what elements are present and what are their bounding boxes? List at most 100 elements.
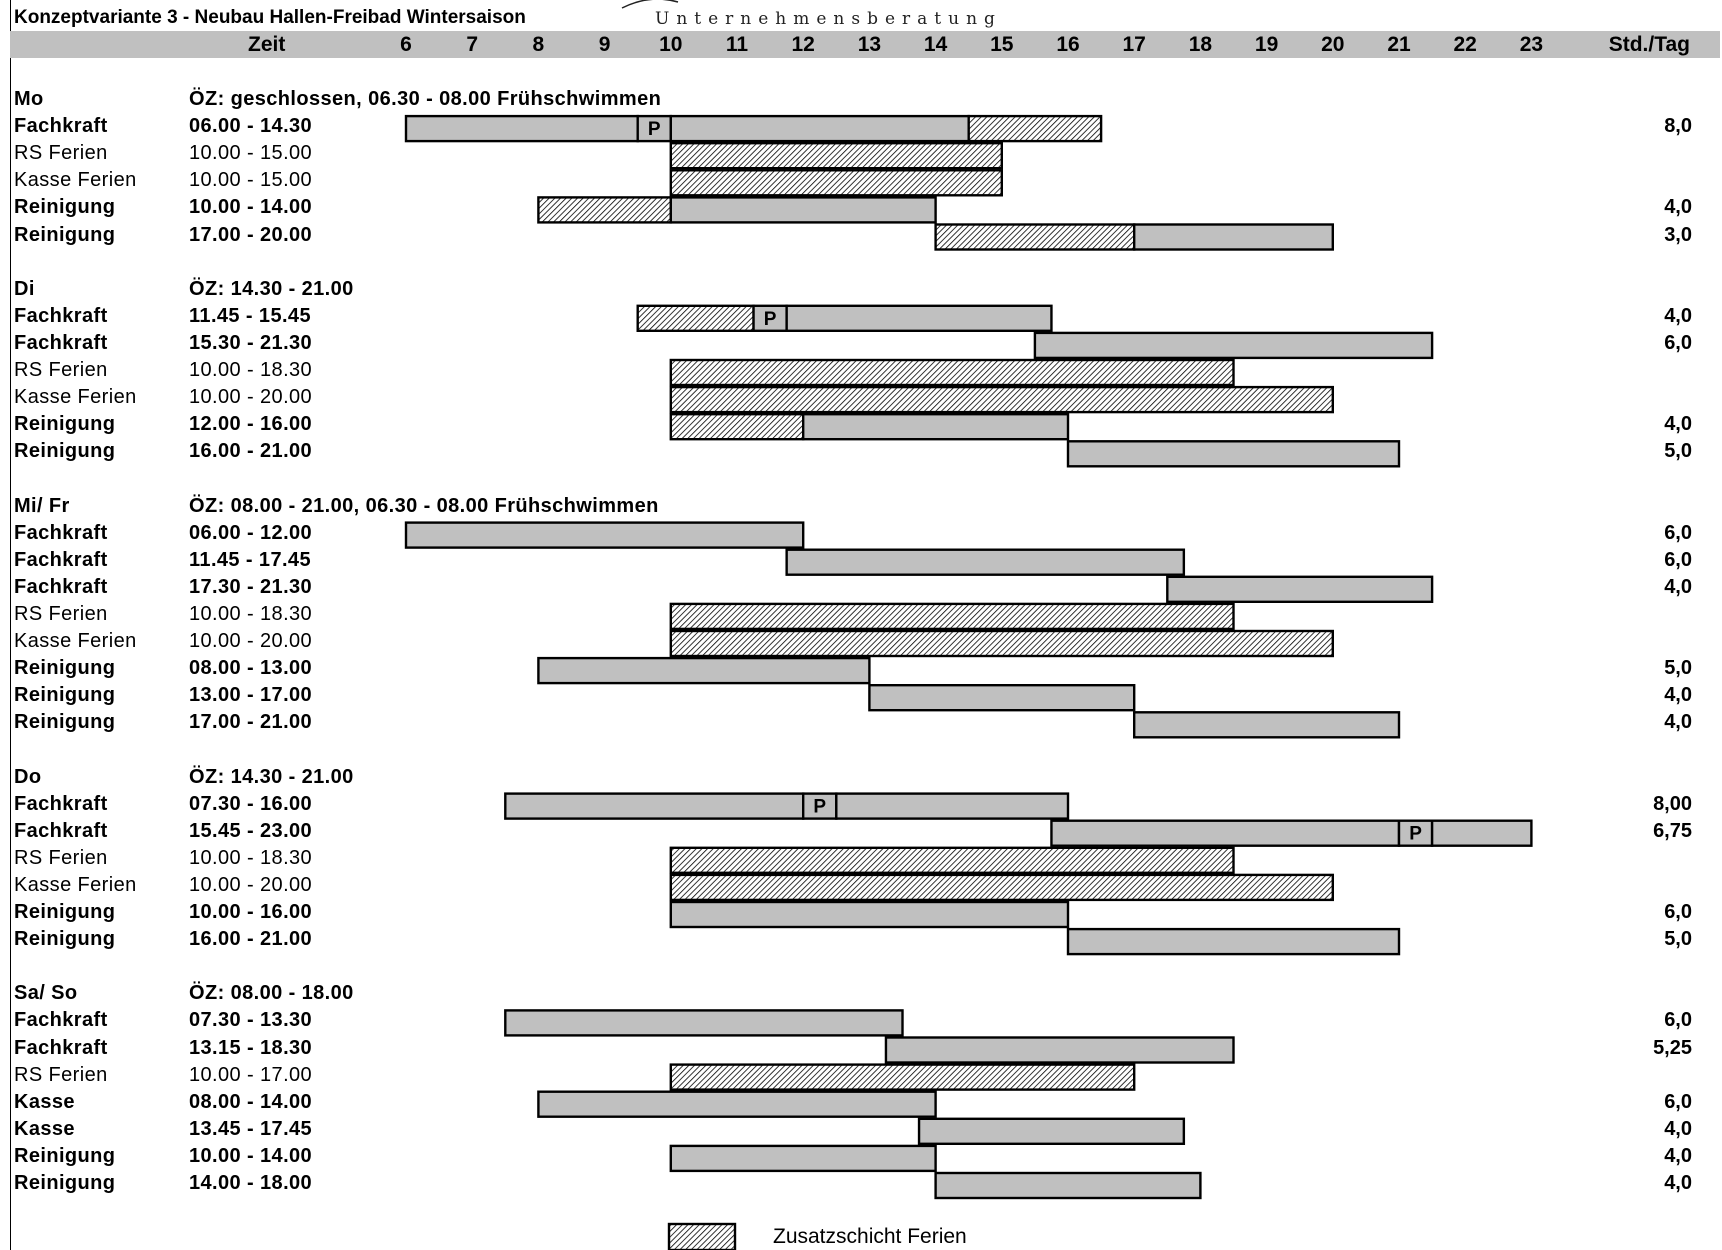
shift-time: 06.00 - 12.00	[189, 521, 313, 544]
hour-tick-22: 22	[1453, 33, 1477, 56]
hours-per-day-value: 5,0	[1664, 928, 1692, 951]
hour-tick-17: 17	[1122, 33, 1146, 56]
role-label: Fachkraft	[14, 1036, 108, 1059]
shift-bar-holiday	[669, 629, 1334, 658]
opening-hours-note: ÖZ: 08.00 - 18.00	[189, 982, 354, 1005]
shift-time: 10.00 - 15.00	[189, 142, 313, 165]
shift-time: 13.15 - 18.30	[189, 1036, 313, 1059]
hour-tick-6: 6	[400, 33, 412, 56]
hours-per-day-value: 4,0	[1664, 711, 1692, 734]
shift-time: 10.00 - 16.00	[189, 901, 313, 923]
role-label: Fachkraft	[14, 575, 108, 598]
shift-time: 10.00 - 18.30	[189, 846, 313, 869]
shift-time: 10.00 - 15.00	[189, 169, 313, 192]
shift-bar	[785, 548, 1186, 576]
role-label: Kasse Ferien	[14, 169, 137, 192]
shift-time: 06.00 - 14.30	[189, 115, 313, 138]
shift-bar	[868, 684, 1136, 712]
shift-bar	[1050, 819, 1401, 847]
role-label: Fachkraft	[14, 521, 108, 544]
shift-time: 08.00 - 14.00	[189, 1090, 313, 1113]
shift-bar	[504, 792, 805, 820]
hour-tick-19: 19	[1254, 33, 1279, 56]
hours-per-day-value: 4,0	[1664, 684, 1692, 707]
shift-bar	[1132, 223, 1334, 251]
pause-marker	[636, 114, 673, 143]
hours-per-day-value: 6,0	[1664, 1009, 1692, 1032]
brand-logo-arc	[621, 0, 679, 9]
shift-time: 17.00 - 21.00	[189, 711, 313, 734]
role-label: RS Ferien	[14, 142, 108, 165]
hours-per-day-value: 4,0	[1664, 304, 1692, 327]
hours-per-day-value: 4,0	[1664, 1117, 1692, 1140]
zeit-header: Zeit	[248, 33, 286, 56]
role-label: Reinigung	[14, 196, 116, 219]
shift-time: 08.00 - 13.00	[189, 657, 313, 680]
shift-bar	[404, 114, 639, 143]
shift-bar-holiday	[669, 846, 1235, 874]
shift-bar	[1066, 440, 1401, 468]
shift-bar	[802, 413, 1070, 441]
shift-bar	[1132, 711, 1401, 739]
role-label: Reinigung	[14, 413, 116, 436]
role-label: Fachkraft	[14, 819, 108, 842]
shift-time: 16.00 - 21.00	[189, 928, 313, 951]
role-label: Reinigung	[14, 711, 116, 734]
role-label: Kasse	[14, 1117, 75, 1140]
shift-time: 13.45 - 17.45	[189, 1117, 313, 1140]
role-label: Fachkraft	[14, 331, 108, 354]
opening-hours-note: ÖZ: geschlossen, 06.30 - 08.00 Frühschwi…	[189, 88, 662, 110]
day-label: Di	[14, 277, 35, 300]
hours-per-day-value: 8,00	[1653, 792, 1692, 815]
shift-bar-holiday	[537, 196, 673, 224]
role-label: Fachkraft	[14, 304, 108, 327]
role-label: Kasse	[14, 1090, 75, 1113]
brand-logo-text: Unternehmensberatung	[655, 9, 1002, 29]
hour-tick-16: 16	[1056, 33, 1080, 56]
shift-time: 12.00 - 16.00	[189, 413, 313, 436]
shift-time: 11.45 - 17.45	[189, 548, 311, 571]
hours-per-day-header: Std./Tag	[1608, 33, 1690, 56]
hours-per-day-value: 6,0	[1664, 1090, 1692, 1113]
role-label: RS Ferien	[14, 1063, 108, 1086]
shift-bar-holiday	[669, 358, 1235, 387]
pause-label: P	[764, 309, 777, 330]
shift-bar-holiday	[669, 141, 1003, 170]
shift-bar	[1033, 331, 1434, 360]
pause-marker	[802, 792, 838, 820]
role-label: Reinigung	[14, 223, 116, 246]
shift-bar-holiday	[669, 413, 805, 441]
hour-tick-10: 10	[659, 33, 683, 56]
shift-bar-holiday	[636, 304, 755, 332]
hour-tick-7: 7	[466, 33, 479, 56]
shift-bar-holiday	[669, 385, 1334, 414]
shift-time: 17.00 - 20.00	[189, 223, 313, 246]
hour-tick-11: 11	[725, 33, 749, 56]
hours-per-day-value: 5,0	[1664, 440, 1692, 463]
shift-time: 10.00 - 20.00	[189, 873, 313, 896]
shift-bar	[835, 792, 1070, 820]
shift-time: 10.00 - 18.30	[189, 359, 313, 381]
day-label: Sa/ So	[14, 982, 78, 1005]
hour-tick-21: 21	[1387, 33, 1411, 56]
page-title: Konzeptvariante 3 - Neubau Hallen-Freiba…	[14, 7, 526, 28]
shift-bar	[1430, 819, 1533, 847]
role-label: Reinigung	[14, 928, 116, 951]
hours-per-day-value: 8,0	[1664, 115, 1692, 138]
hours-per-day-value: 6,75	[1653, 819, 1692, 842]
hour-tick-13: 13	[857, 33, 882, 56]
role-label: RS Ferien	[14, 846, 108, 869]
role-label: Reinigung	[14, 684, 116, 707]
shift-bar	[537, 1090, 937, 1118]
legend-label: Zusatzschicht Ferien	[773, 1225, 967, 1248]
shift-time: 10.00 - 20.00	[189, 386, 313, 409]
pause-label: P	[813, 797, 826, 818]
role-label: Reinigung	[14, 657, 116, 680]
sheet-frame	[10, 0, 1721, 1250]
hour-tick-8: 8	[532, 33, 545, 56]
role-label: Reinigung	[14, 440, 116, 463]
shift-time: 10.00 - 18.30	[189, 602, 313, 625]
shift-time: 07.30 - 16.00	[189, 792, 313, 815]
shift-time: 10.00 - 14.00	[189, 196, 313, 219]
